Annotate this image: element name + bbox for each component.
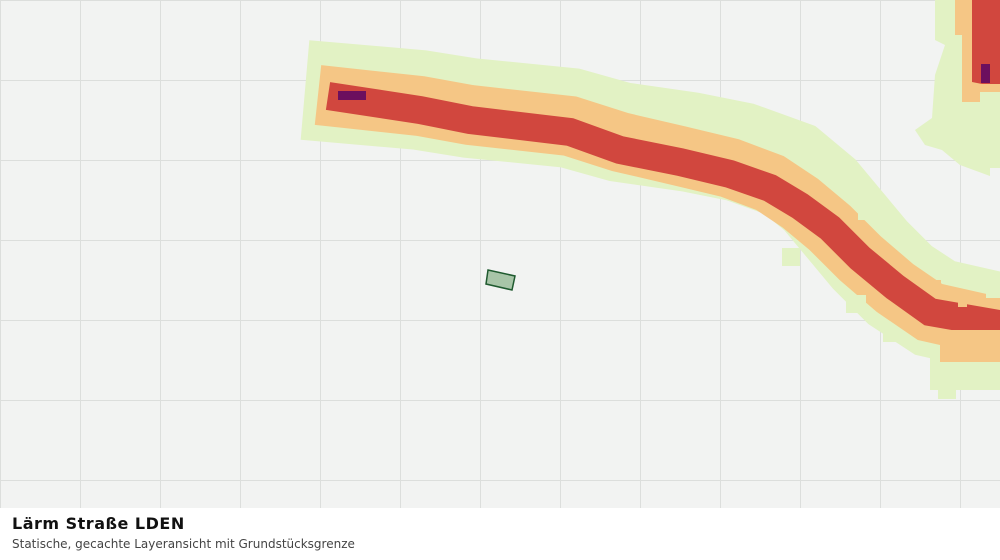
caption-panel: Lärm Straße LDEN Statische, gecachte Lay…: [0, 508, 1000, 560]
noise-layer-road: [300, 40, 1000, 374]
map-view[interactable]: [0, 0, 1000, 508]
parcel-boundary[interactable]: [485, 269, 516, 291]
layer-subtitle: Statische, gecachte Layeransicht mit Gru…: [12, 537, 355, 551]
noise-peak: [338, 91, 366, 100]
noise-fragments-medium: [932, 280, 1000, 362]
layer-title: Lärm Straße LDEN: [12, 514, 185, 533]
noise-layer-northeast: [915, 0, 1000, 176]
